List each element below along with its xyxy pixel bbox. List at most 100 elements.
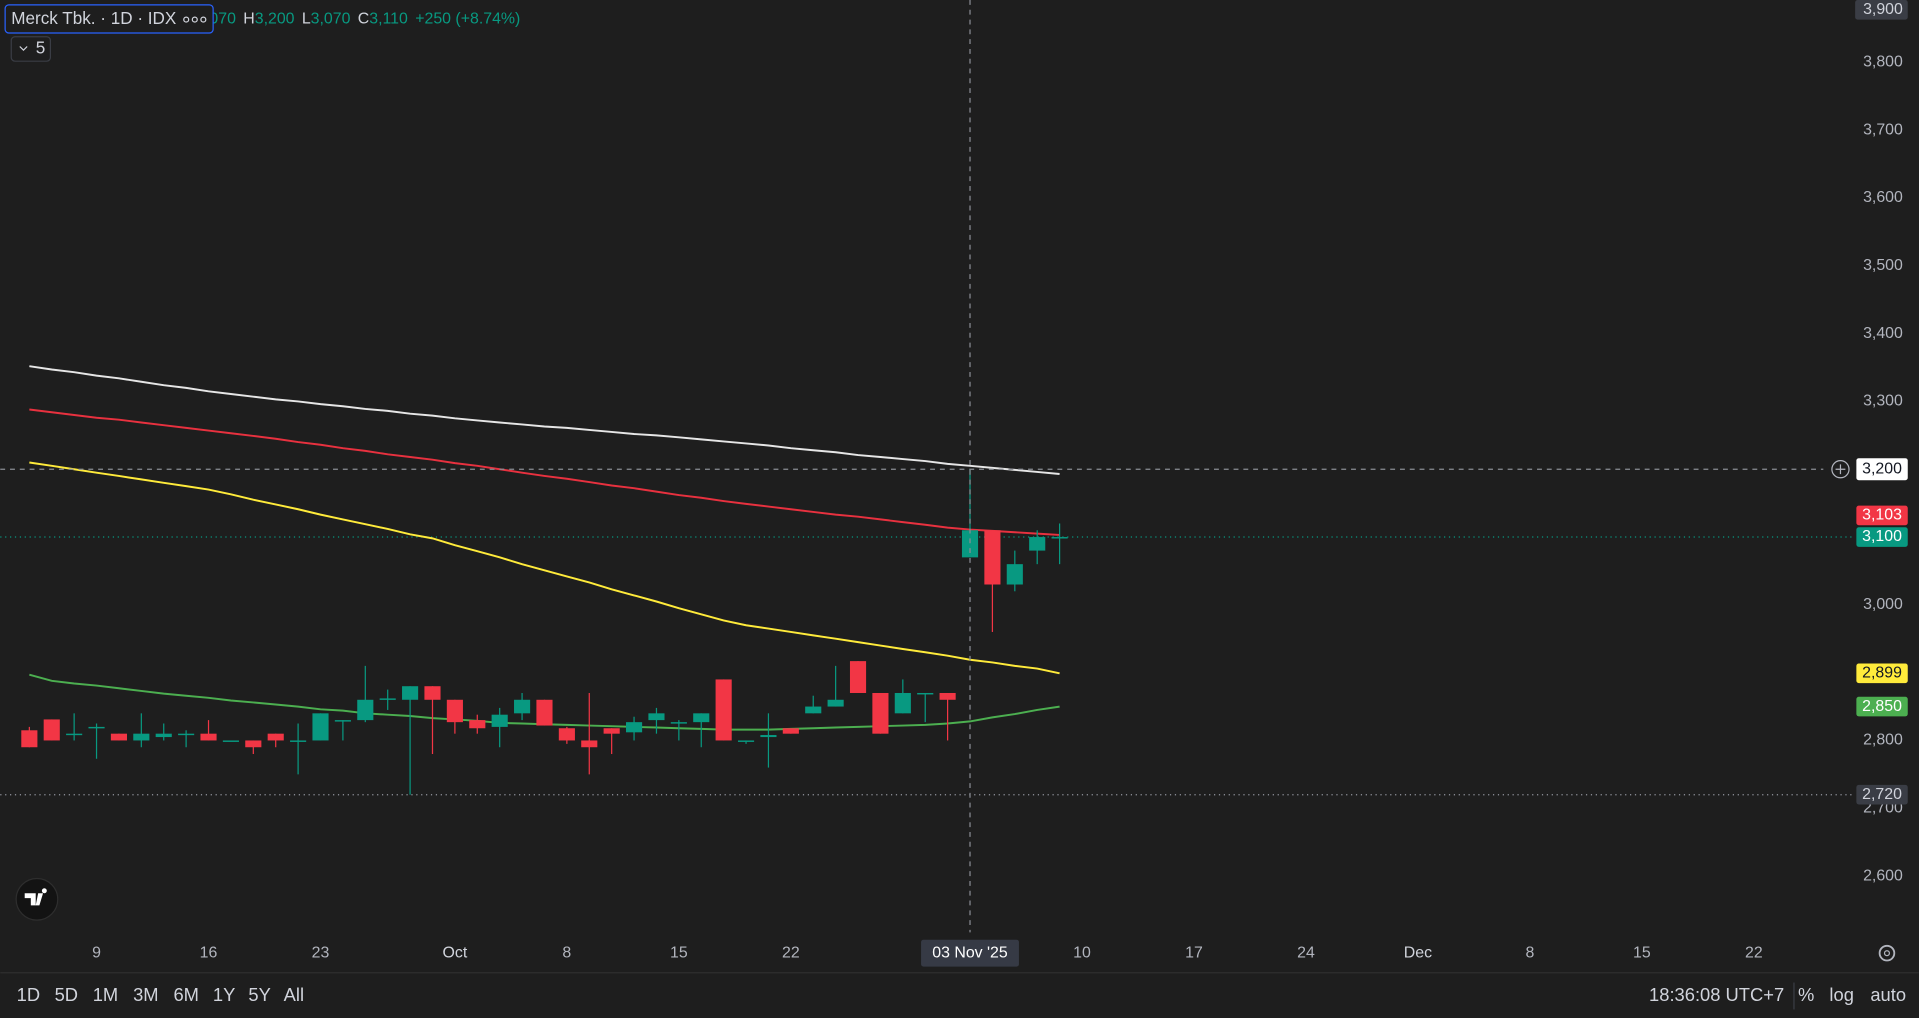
ohlc-value: 3,110 — [369, 11, 408, 28]
range-button[interactable]: 6M — [173, 984, 198, 1005]
y-tick-label: 3,500 — [1863, 257, 1903, 274]
candle-body — [984, 530, 1001, 585]
candle-body — [424, 686, 441, 700]
range-button[interactable]: 5Y — [248, 984, 270, 1005]
candle-body — [312, 713, 329, 741]
range-button[interactable]: 3M — [133, 984, 158, 1005]
candle-body — [155, 733, 172, 738]
candle-body — [267, 733, 284, 741]
candle-body — [1029, 537, 1046, 551]
moving-average-line — [29, 408, 1060, 536]
candle-body — [782, 728, 799, 734]
moving-average-line — [29, 461, 1060, 675]
candle-body — [21, 730, 38, 748]
settings-icon[interactable] — [1878, 944, 1896, 962]
candle-body — [939, 692, 956, 700]
symbol-box[interactable] — [4, 4, 214, 34]
candle-body — [66, 733, 83, 736]
ohlc-key: L — [302, 11, 311, 28]
candle-body — [446, 699, 463, 723]
scale-option[interactable]: % — [1798, 984, 1814, 1005]
range-button[interactable]: 1Y — [213, 984, 235, 1005]
y-tick-box — [1855, 0, 1908, 20]
ohlc-value: 3,070 — [311, 11, 351, 28]
y-tick-label: 3,400 — [1863, 325, 1903, 342]
candle-body — [357, 699, 374, 721]
ohlc-value: 3,200 — [255, 11, 295, 28]
symbol-title[interactable]: Merck Tbk. · 1D · IDX — [11, 9, 177, 28]
candle-body — [43, 719, 60, 741]
candle-body — [469, 720, 486, 729]
y-tick-label: 2,800 — [1863, 732, 1903, 749]
x-tick-label: 10 — [1073, 944, 1091, 961]
range-button[interactable]: All — [284, 984, 304, 1005]
candle-body — [581, 740, 598, 748]
y-tick-label: 3,600 — [1863, 189, 1903, 206]
candle-body — [245, 740, 262, 748]
candle-body — [402, 686, 419, 700]
candle-body — [1006, 564, 1023, 585]
x-tick-label: 23 — [312, 944, 330, 961]
clock[interactable]: 18:36:08 UTC+7 — [1649, 984, 1784, 1005]
x-tick-label: 22 — [1745, 944, 1763, 961]
x-tick-label: 15 — [1633, 944, 1651, 961]
candle-body — [133, 733, 150, 741]
price-label-box — [1856, 663, 1908, 684]
x-tick-label: 8 — [562, 944, 571, 961]
logo-mark — [24, 888, 47, 906]
candle-body — [110, 733, 127, 741]
ohlc-change: +250 (+8.74%) — [415, 11, 520, 28]
range-button[interactable]: 1D — [17, 984, 40, 1005]
candle-body — [670, 722, 687, 724]
add-alert-icon[interactable] — [1831, 460, 1850, 479]
x-tick-label: 17 — [1185, 944, 1203, 961]
y-tick-label: 3,800 — [1863, 54, 1903, 71]
indicator-count: 5 — [36, 38, 46, 57]
y-tick-label: 3,000 — [1863, 596, 1903, 613]
price-label: 2,720 — [1862, 786, 1902, 803]
more-icon-dot — [183, 16, 190, 23]
x-tick-label: 22 — [782, 944, 800, 961]
ohlc-key: C — [358, 11, 369, 28]
chevron-icon — [19, 46, 28, 52]
y-tick-label: 3,900 — [1863, 1, 1903, 18]
candle-body — [334, 720, 351, 722]
more-icon-dot — [191, 16, 198, 23]
ohlc-key: H — [243, 11, 254, 28]
price-label-box — [1856, 696, 1908, 717]
candle-body — [760, 735, 777, 738]
settings-icon-center — [1883, 950, 1891, 957]
candle-body — [917, 692, 934, 695]
candle-body — [491, 714, 508, 727]
x-tick-label: 16 — [200, 944, 218, 961]
add-alert-plus — [1835, 464, 1846, 475]
price-label: 3,103 — [1862, 507, 1902, 524]
y-tick-label: 2,600 — [1863, 867, 1903, 884]
candle-body — [379, 698, 396, 700]
x-tick-label: 9 — [92, 944, 101, 961]
range-button[interactable]: 1M — [93, 984, 118, 1005]
candle-body — [222, 740, 239, 742]
moving-average-line — [29, 365, 1060, 475]
scale-option[interactable]: log — [1829, 984, 1853, 1005]
candle-body — [514, 699, 531, 714]
x-tick-label: Oct — [443, 944, 468, 961]
indicator-toggle[interactable] — [10, 36, 52, 62]
price-label: 2,899 — [1862, 665, 1902, 682]
candle-body — [872, 692, 889, 734]
candle-body — [200, 733, 217, 741]
overlay: 2,6002,7002,8002,9003,0003,1003,2003,300… — [4, 0, 1908, 1010]
crosshair-y-box — [1856, 458, 1908, 481]
candle-body — [693, 713, 710, 723]
range-button[interactable]: 5D — [55, 984, 78, 1005]
crosshair-x-label: 03 Nov '25 — [932, 944, 1008, 961]
scale-option[interactable]: auto — [1870, 984, 1906, 1005]
x-tick-label: Dec — [1404, 944, 1432, 961]
price-label-box — [1856, 784, 1908, 805]
candle-body — [737, 740, 755, 742]
candle-body — [648, 713, 665, 721]
candle-body — [894, 692, 911, 714]
